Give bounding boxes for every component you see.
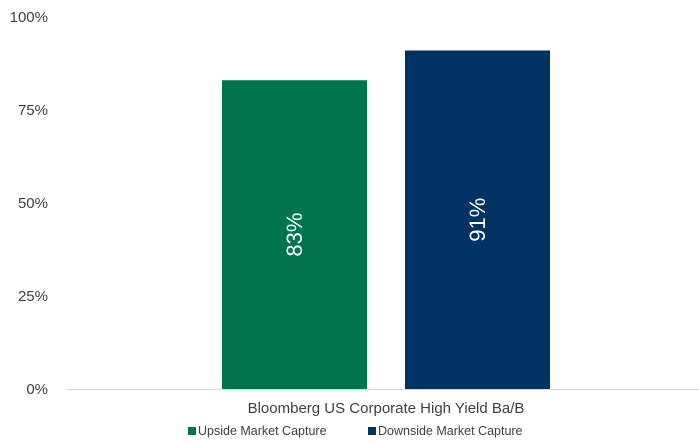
bar-upside [222, 80, 367, 390]
legend-label: Downside Market Capture [378, 424, 523, 438]
y-tick-label: 50% [18, 195, 48, 212]
category-label: Bloomberg US Corporate High Yield Ba/B [248, 400, 525, 417]
legend-swatch [368, 427, 376, 435]
y-tick-label: 25% [18, 288, 48, 305]
y-tick-label: 0% [26, 381, 48, 398]
bar-data-label: 83% [282, 213, 307, 257]
y-tick-label: 100% [10, 9, 48, 26]
legend-label: Upside Market Capture [198, 424, 327, 438]
legend: Upside Market Capture Downside Market Cap… [188, 424, 523, 438]
bars: 83% 91% [222, 50, 550, 390]
bar-downside [405, 50, 550, 389]
legend-swatch [188, 427, 196, 435]
y-axis-tick-labels: 0% 25% 50% 75% 100% [10, 9, 48, 398]
bar-data-label: 91% [465, 198, 490, 242]
y-tick-label: 75% [18, 102, 48, 119]
